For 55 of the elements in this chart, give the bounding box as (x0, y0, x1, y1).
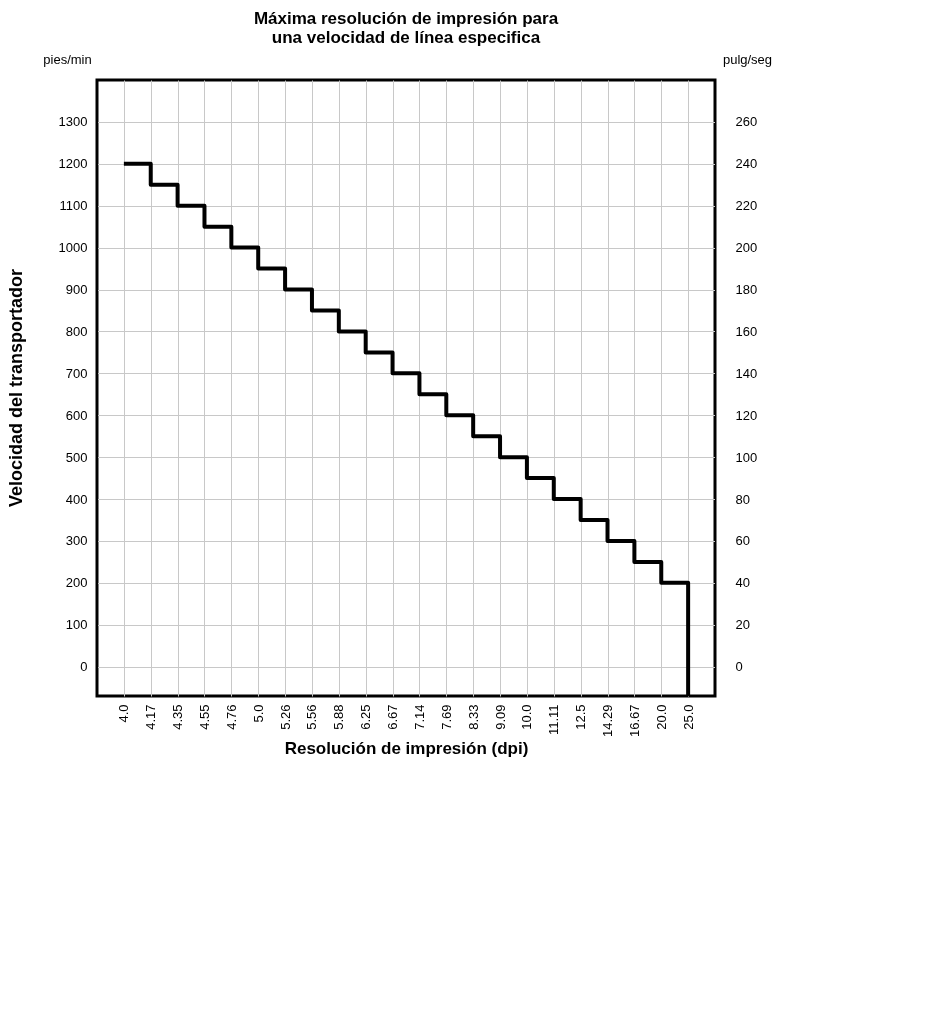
x-tick-label: 11.11 (546, 704, 562, 736)
y2-tick-label: 200 (735, 240, 758, 256)
x-tick-label: 4.17 (143, 704, 159, 730)
x-tick-label: 12.5 (573, 704, 589, 730)
y2-tick-label: 20 (735, 617, 750, 633)
y-tick-label: 600 (65, 407, 88, 423)
x-tick-label: 4.35 (170, 704, 186, 730)
x-tick-label: 6.67 (385, 704, 401, 730)
x-axis-title: Resolución de impresión (dpi) (284, 739, 529, 759)
y2-tick-label: 80 (735, 491, 750, 507)
y2-tick-label: 0 (735, 659, 743, 675)
x-tick-label: 9.09 (492, 704, 508, 730)
x-tick-label: 10.0 (519, 704, 535, 730)
y2-tick-label: 140 (735, 365, 758, 381)
y-tick-label: 700 (65, 365, 88, 381)
y-tick-label: 1300 (58, 114, 88, 130)
x-tick-label: 5.56 (304, 704, 320, 730)
x-tick-label: 14.29 (600, 704, 616, 738)
x-tick-label: 16.67 (626, 704, 642, 738)
y2-tick-label: 160 (735, 323, 758, 339)
x-tick-label: 8.33 (465, 704, 481, 730)
y-tick-label: 100 (65, 617, 88, 633)
x-tick-label: 4.0 (116, 704, 132, 723)
x-tick-label: 5.88 (331, 704, 347, 730)
y2-tick-label: 120 (735, 407, 758, 423)
y2-axis-title: pulg/seg (722, 51, 773, 67)
y2-tick-label: 180 (735, 282, 758, 298)
x-tick-label: 4.76 (223, 704, 239, 730)
x-tick-label: 4.55 (196, 704, 212, 730)
y-tick-label: 1000 (58, 240, 88, 256)
y-tick-label: 500 (65, 449, 88, 465)
x-tick-label: 5.26 (277, 704, 293, 730)
x-tick-label: 20.0 (653, 704, 669, 730)
chart-title: Máxima resolución de impresión para una velocidad de línea especifica (253, 9, 559, 47)
y-tick-label: 200 (65, 575, 88, 591)
y2-tick-label: 60 (735, 533, 750, 549)
y-tick-label: 400 (65, 491, 88, 507)
y2-tick-label: 220 (735, 198, 758, 214)
text: pies/min (43, 51, 92, 67)
y-tick-label: 800 (65, 323, 88, 339)
y-tick-label: 1200 (58, 156, 88, 172)
x-tick-label: 6.25 (358, 704, 374, 730)
y-tick-label: 300 (65, 533, 88, 549)
y2-tick-label: 40 (735, 575, 750, 591)
y-axis-title: Velocidad del transportador (6, 268, 26, 508)
y2-tick-label: 260 (735, 114, 758, 130)
y-tick-label: 1100 (59, 198, 88, 214)
y-tick-label: 900 (65, 282, 88, 298)
x-tick-label: 7.69 (438, 704, 454, 730)
y2-tick-label: 240 (735, 156, 758, 172)
x-tick-label: 7.14 (411, 704, 427, 730)
x-tick-label: 5.0 (250, 704, 266, 723)
x-tick-label: 25.0 (680, 704, 696, 730)
y-tick-label: 0 (80, 659, 88, 675)
y2-tick-label: 100 (735, 449, 758, 465)
